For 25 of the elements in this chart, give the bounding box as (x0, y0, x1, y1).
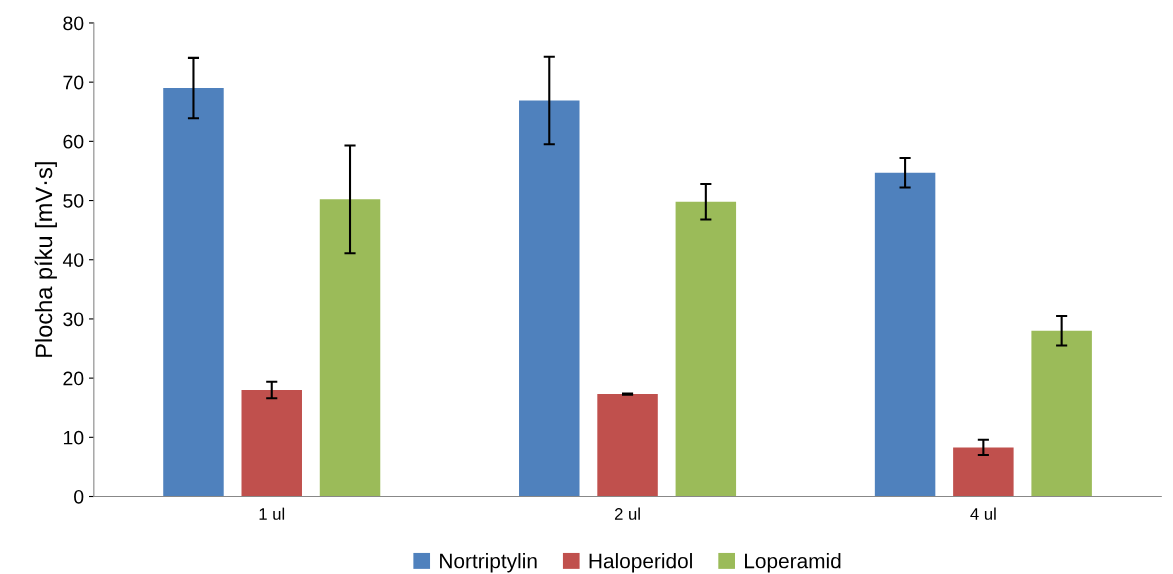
bar (519, 100, 580, 497)
y-tick-label: 20 (63, 371, 84, 386)
bar (953, 447, 1014, 497)
y-tick-label: 80 (63, 16, 84, 31)
bar (874, 172, 936, 497)
x-tick-label: 4 ul (970, 507, 996, 520)
bar (241, 389, 302, 497)
x-tick-label: 2 ul (614, 507, 640, 520)
bar (319, 199, 381, 497)
legend-label: Haloperidol (589, 553, 692, 573)
y-tick-label: 10 (63, 430, 84, 445)
x-tick-label: 1 ul (259, 507, 285, 520)
bar (1031, 330, 1092, 497)
y-tick-label: 0 (74, 489, 84, 504)
bar (675, 201, 737, 497)
y-axis-title: Plocha píku [mV·s] (34, 162, 57, 357)
legend-label: Nortriptylin (440, 553, 537, 573)
y-tick-label: 60 (63, 134, 84, 149)
bar (163, 88, 224, 497)
legend-label: Loperamid (745, 553, 841, 573)
y-tick-label: 50 (63, 194, 84, 208)
y-tick-label: 40 (62, 253, 84, 267)
y-tick-label: 70 (63, 75, 84, 90)
bar (597, 394, 658, 497)
y-tick-label: 30 (63, 312, 84, 327)
